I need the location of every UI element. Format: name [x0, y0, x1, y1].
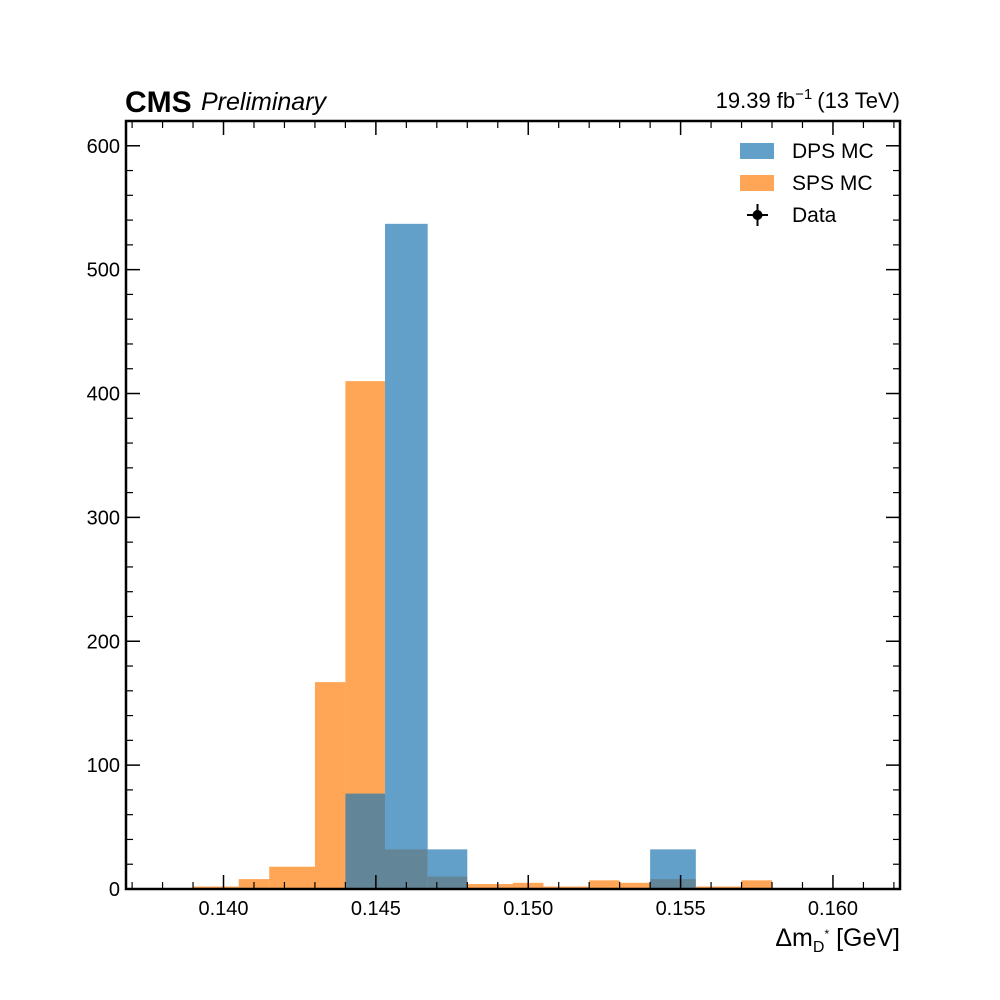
lumi-value: 19.39 fb — [716, 88, 796, 113]
legend-swatch-sps — [740, 175, 774, 191]
x-axis-label-unit: [GeV] — [829, 924, 900, 952]
sps-mc-bar-11 — [619, 882, 651, 889]
legend-marker-data — [747, 204, 768, 226]
y-tick-label: 400 — [87, 384, 120, 406]
x-axis-label-sup: * — [824, 927, 829, 941]
sps-mc-bar-14 — [741, 880, 773, 889]
y-tick-label: 200 — [87, 631, 120, 653]
sps-mc-bar-2 — [269, 866, 315, 889]
dps-mc-bar-6 — [427, 849, 468, 889]
x-axis-label-sub: D — [813, 939, 825, 956]
y-tick-label: 300 — [87, 507, 120, 529]
luminosity-label: 19.39 fb−1 (13 TeV) — [716, 86, 900, 113]
energy-label: (13 TeV) — [817, 88, 900, 113]
legend-swatch-dps — [740, 143, 774, 159]
x-tick-label: 0.140 — [198, 898, 248, 920]
status-label: Preliminary — [201, 88, 328, 116]
y-tick-label: 100 — [87, 755, 120, 777]
dps-mc-bars — [345, 223, 696, 890]
legend: DPS MC SPS MC Data — [740, 140, 874, 227]
x-axis-label-main: Δm — [775, 924, 813, 952]
y-tick-label: 0 — [109, 879, 120, 901]
legend-label-dps: DPS MC — [792, 140, 874, 163]
legend-label-data: Data — [792, 204, 837, 227]
sps-mc-bars — [193, 381, 773, 889]
dps-mc-bar-4 — [345, 793, 386, 889]
y-tick-label: 500 — [87, 260, 120, 282]
experiment-label: CMS — [125, 86, 192, 119]
x-tick-label: 0.145 — [351, 898, 401, 920]
lumi-exponent: −1 — [795, 86, 812, 103]
axis-ticks — [126, 120, 900, 890]
x-axis-label: ΔmD* [GeV] — [775, 924, 900, 956]
plot-frame — [124, 119, 902, 891]
x-tick-label: 0.150 — [503, 898, 553, 920]
dps-mc-bar-5 — [385, 223, 428, 890]
sps-mc-bar-3 — [314, 682, 346, 889]
x-tick-label: 0.160 — [808, 898, 858, 920]
axis-tick-labels: 0 100 200 300 400 500 600 0.140 0.145 0.150 0.155 0… — [87, 136, 858, 920]
sps-mc-bar-10 — [589, 880, 620, 889]
dps-mc-bar-12 — [650, 849, 696, 889]
x-tick-label: 0.155 — [656, 898, 706, 920]
sps-mc-bar-7 — [467, 884, 513, 889]
y-tick-label: 600 — [87, 136, 120, 158]
legend-label-sps: SPS MC — [792, 172, 873, 195]
